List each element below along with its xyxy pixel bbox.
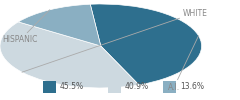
Wedge shape	[18, 4, 101, 46]
Bar	[108, 81, 121, 93]
Bar	[43, 81, 56, 93]
Text: 40.9%: 40.9%	[125, 82, 149, 91]
Text: HISPANIC: HISPANIC	[2, 10, 50, 44]
Wedge shape	[90, 4, 202, 85]
Text: WHITE: WHITE	[22, 8, 207, 72]
Text: A.I.: A.I.	[168, 36, 198, 92]
Bar	[163, 81, 176, 93]
Text: 13.6%: 13.6%	[180, 82, 204, 91]
Wedge shape	[0, 22, 139, 88]
Text: 45.5%: 45.5%	[60, 82, 84, 91]
